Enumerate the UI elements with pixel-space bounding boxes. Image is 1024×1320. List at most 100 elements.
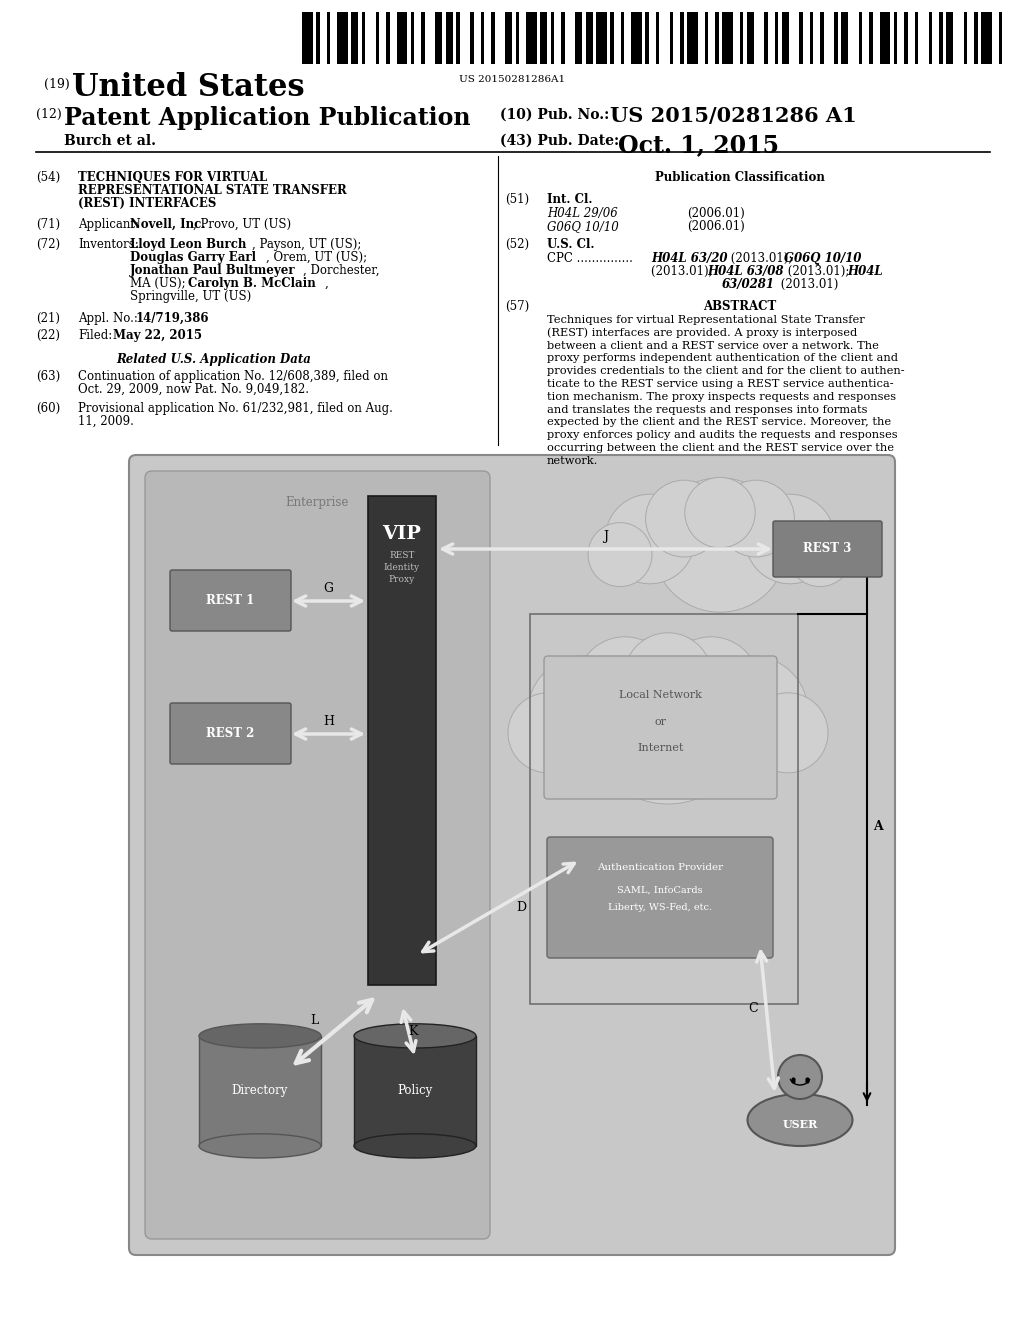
Bar — [939, 12, 942, 63]
Bar — [722, 12, 732, 63]
FancyBboxPatch shape — [547, 837, 773, 958]
Bar — [914, 12, 918, 63]
Text: H04L: H04L — [847, 265, 883, 279]
Text: Policy: Policy — [397, 1085, 432, 1097]
Text: REPRESENTATIONAL STATE TRANSFER: REPRESENTATIONAL STATE TRANSFER — [78, 183, 347, 197]
Bar — [981, 12, 991, 63]
Text: TECHNIQUES FOR VIRTUAL: TECHNIQUES FOR VIRTUAL — [78, 172, 267, 183]
Bar — [361, 12, 365, 63]
Text: Applicant:: Applicant: — [78, 218, 142, 231]
Circle shape — [584, 636, 752, 804]
Bar — [316, 12, 319, 63]
Bar — [530, 614, 798, 1005]
Bar — [655, 12, 659, 63]
Text: United States: United States — [72, 73, 304, 103]
Text: 11, 2009.: 11, 2009. — [78, 414, 134, 428]
Bar — [680, 12, 683, 63]
Text: VIP: VIP — [383, 525, 422, 543]
Circle shape — [745, 494, 835, 583]
Text: MA (US);: MA (US); — [130, 277, 189, 290]
Text: , Orem, UT (US);: , Orem, UT (US); — [266, 251, 368, 264]
Bar — [445, 12, 453, 63]
Bar — [480, 12, 484, 63]
Text: proxy enforces policy and audits the requests and responses: proxy enforces policy and audits the req… — [547, 430, 898, 440]
Bar — [858, 12, 862, 63]
Circle shape — [788, 523, 852, 586]
Text: Inventors:: Inventors: — [78, 238, 138, 251]
Text: provides credentials to the client and for the client to authen-: provides credentials to the client and f… — [547, 366, 904, 376]
Text: Directory: Directory — [231, 1085, 288, 1097]
Text: G: G — [324, 582, 334, 595]
Bar — [199, 1036, 321, 1146]
Bar — [621, 12, 624, 63]
Text: or: or — [654, 717, 667, 727]
Circle shape — [605, 494, 695, 583]
Text: J: J — [603, 531, 608, 543]
Text: C: C — [748, 1002, 758, 1015]
Text: (43) Pub. Date:: (43) Pub. Date: — [500, 135, 620, 148]
FancyBboxPatch shape — [145, 471, 490, 1239]
Bar — [575, 12, 582, 63]
Text: (2006.01): (2006.01) — [687, 220, 744, 234]
Text: Springville, UT (US): Springville, UT (US) — [130, 290, 251, 304]
Text: US 20150281286A1: US 20150281286A1 — [459, 75, 565, 84]
Bar — [974, 12, 978, 63]
Text: Local Network: Local Network — [620, 690, 701, 700]
Bar — [302, 12, 312, 63]
Text: (72): (72) — [36, 238, 60, 251]
Bar — [764, 12, 768, 63]
Text: ABSTRACT: ABSTRACT — [703, 300, 776, 313]
Bar — [869, 12, 872, 63]
Text: 63/0281: 63/0281 — [722, 279, 775, 290]
Text: H04L 63/08: H04L 63/08 — [707, 265, 783, 279]
Bar — [368, 496, 436, 985]
Text: Publication Classification: Publication Classification — [655, 172, 825, 183]
Text: ,: , — [325, 277, 329, 290]
Ellipse shape — [354, 1134, 476, 1158]
Bar — [687, 12, 697, 63]
Bar — [411, 12, 414, 63]
Bar — [435, 12, 442, 63]
Bar — [421, 12, 425, 63]
Ellipse shape — [199, 1024, 321, 1048]
Text: (52): (52) — [505, 238, 529, 251]
Text: between a client and a REST service over a network. The: between a client and a REST service over… — [547, 341, 879, 351]
Bar — [645, 12, 648, 63]
Text: (2013.01);: (2013.01); — [727, 252, 796, 265]
Text: network.: network. — [547, 455, 598, 466]
Bar — [561, 12, 564, 63]
Circle shape — [624, 632, 712, 721]
Bar — [515, 12, 519, 63]
Bar — [820, 12, 823, 63]
Text: (2013.01): (2013.01) — [777, 279, 839, 290]
Text: G06Q 10/10: G06Q 10/10 — [784, 252, 861, 265]
Text: Related U.S. Application Data: Related U.S. Application Data — [116, 352, 311, 366]
Bar — [964, 12, 967, 63]
Text: (2006.01): (2006.01) — [687, 207, 744, 220]
Text: (2013.01);: (2013.01); — [651, 265, 717, 279]
Circle shape — [778, 1055, 822, 1100]
Text: REST 1: REST 1 — [207, 594, 255, 607]
Bar — [670, 12, 673, 63]
Text: (63): (63) — [36, 370, 60, 383]
Circle shape — [508, 693, 588, 772]
Text: (22): (22) — [36, 329, 60, 342]
Bar — [929, 12, 932, 63]
FancyBboxPatch shape — [544, 656, 777, 799]
Text: H04L 63/20: H04L 63/20 — [651, 252, 727, 265]
Bar — [526, 12, 537, 63]
Bar — [894, 12, 897, 63]
Text: tion mechanism. The proxy inspects requests and responses: tion mechanism. The proxy inspects reque… — [547, 392, 896, 401]
Circle shape — [685, 478, 756, 548]
Text: Patent Application Publication: Patent Application Publication — [63, 106, 470, 129]
Circle shape — [528, 656, 640, 768]
Text: REST 3: REST 3 — [803, 543, 852, 556]
Text: , Payson, UT (US);: , Payson, UT (US); — [252, 238, 361, 251]
Text: expected by the client and the REST service. Moreover, the: expected by the client and the REST serv… — [547, 417, 891, 428]
Bar — [946, 12, 953, 63]
Text: (21): (21) — [36, 312, 60, 325]
Bar — [746, 12, 754, 63]
Text: D: D — [516, 902, 526, 913]
Circle shape — [664, 636, 759, 733]
Text: G06Q 10/10: G06Q 10/10 — [547, 220, 618, 234]
